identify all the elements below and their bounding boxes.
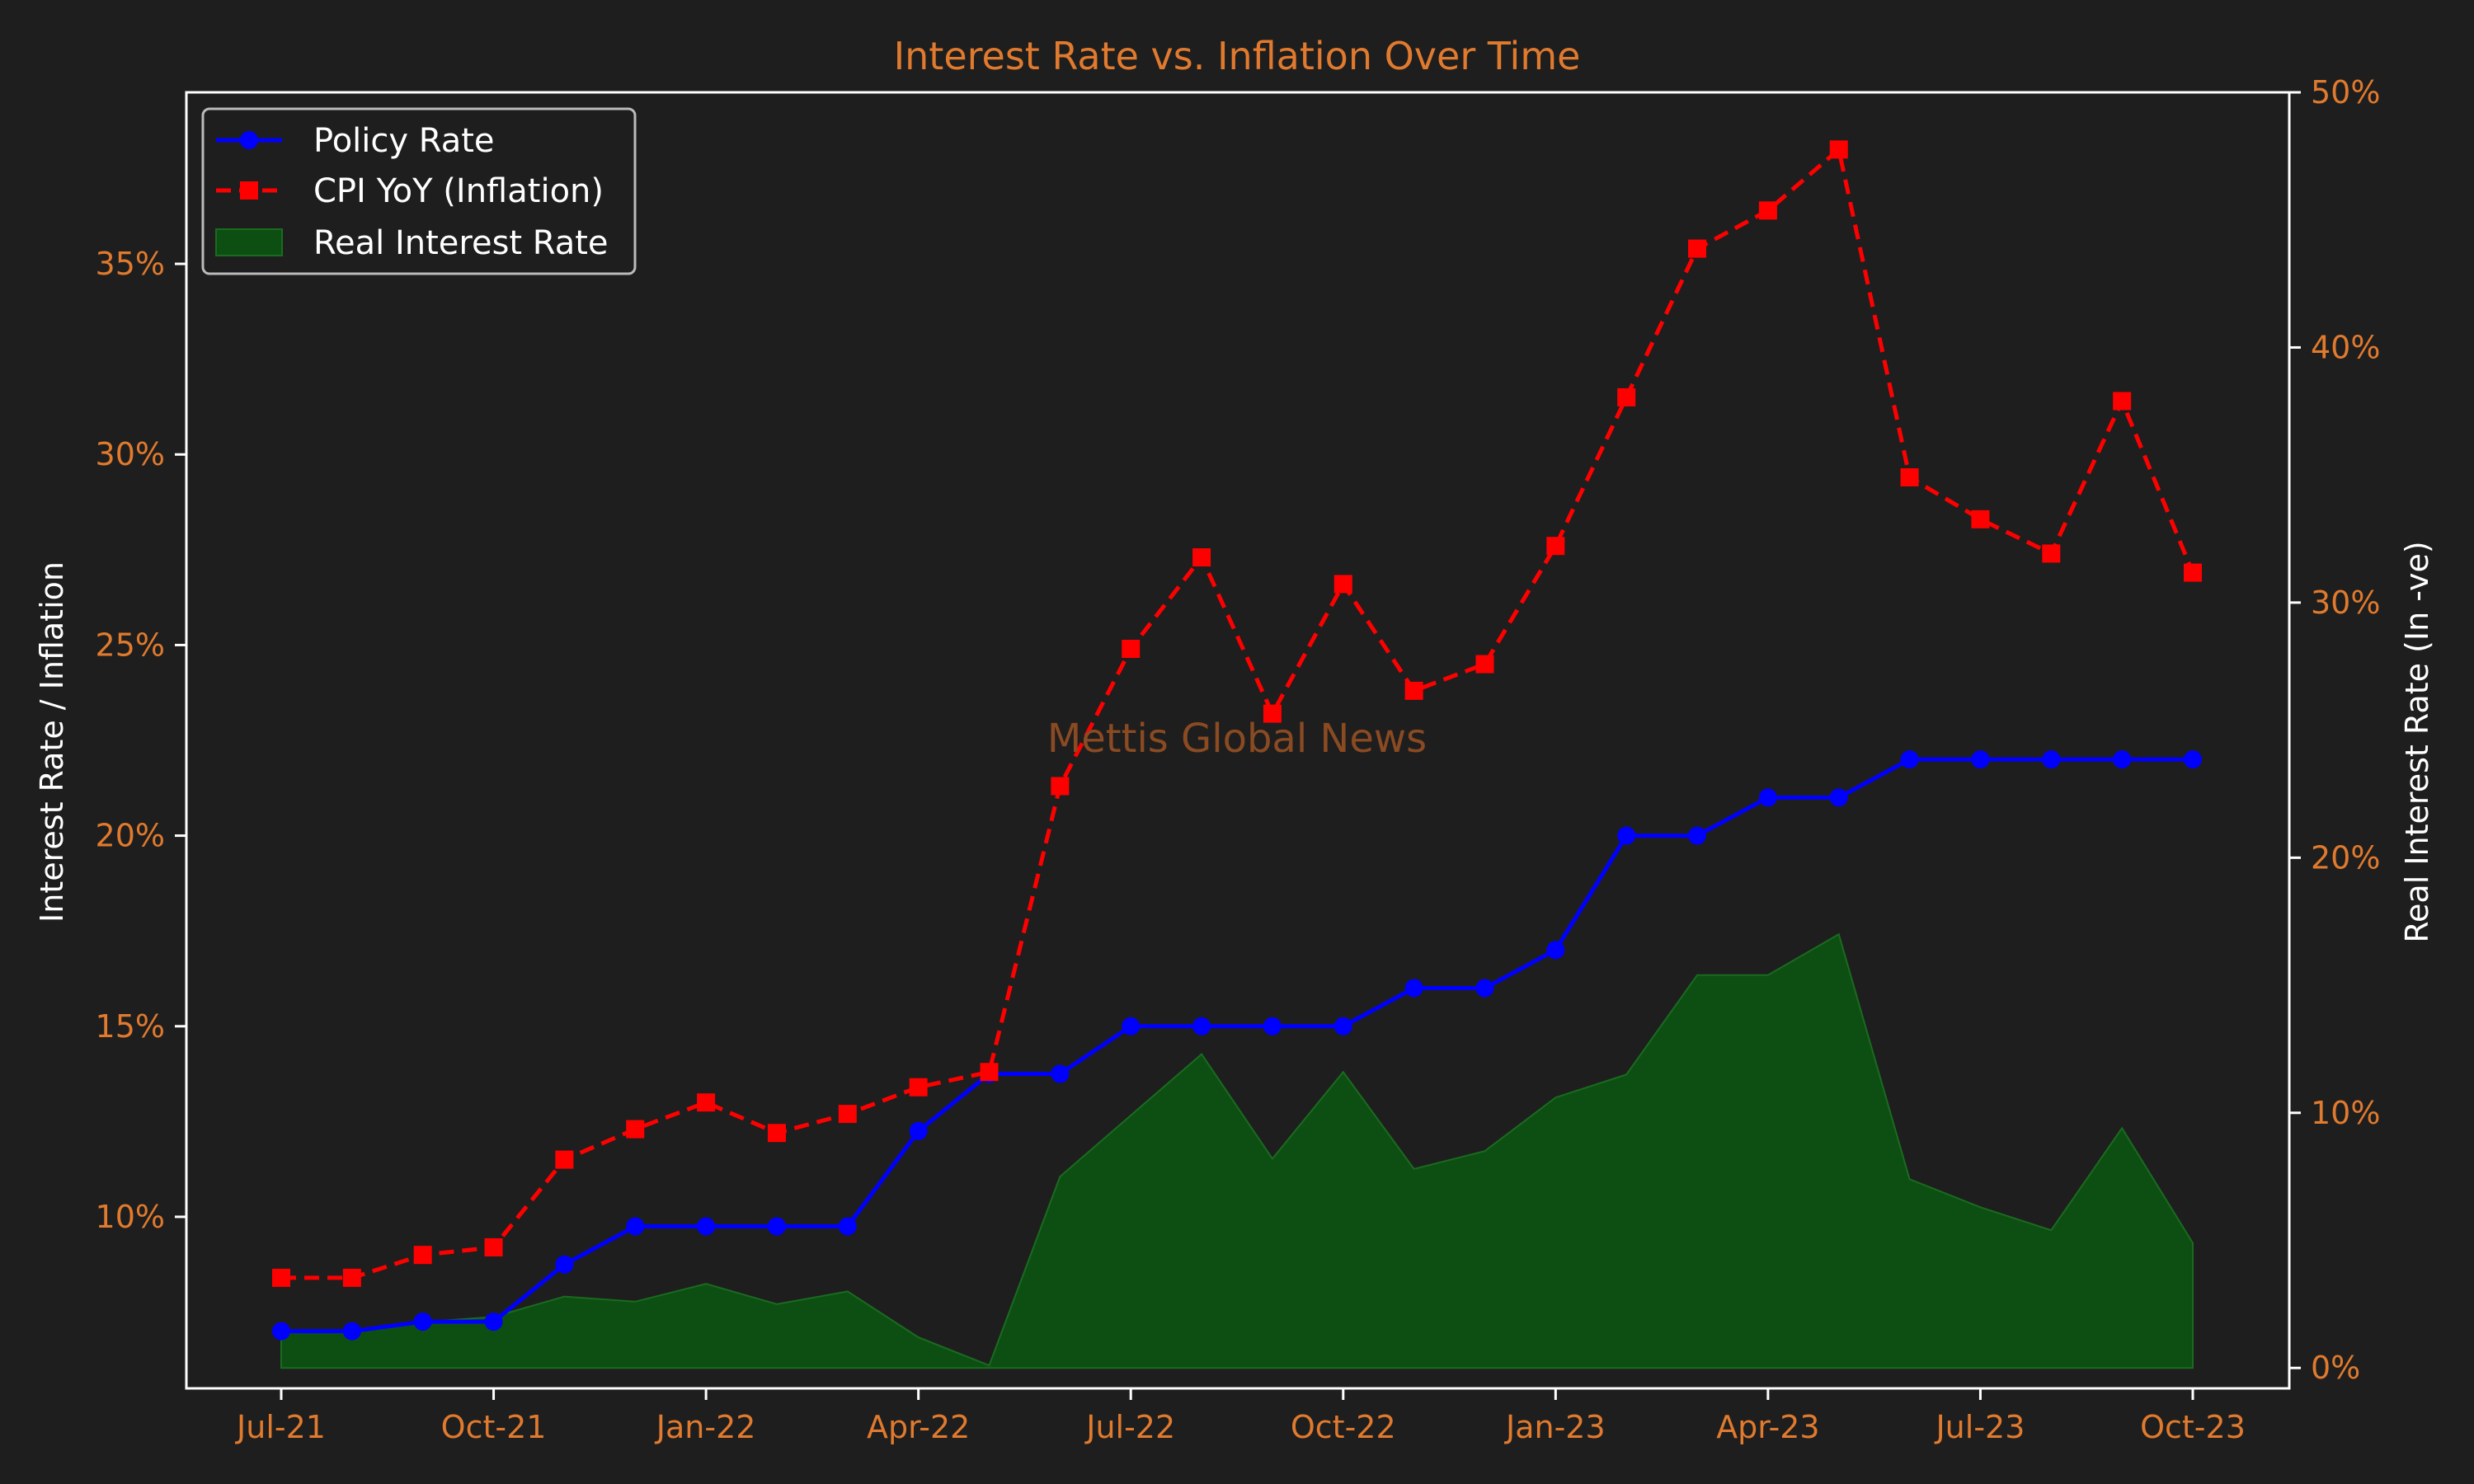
cpi-point — [1404, 681, 1423, 700]
cpi-point — [2184, 563, 2202, 582]
policy-rate-point — [413, 1313, 432, 1331]
cpi-point — [1758, 201, 1777, 220]
legend-label: Policy Rate — [313, 122, 495, 160]
cpi-point — [1971, 510, 1990, 528]
cpi-point — [767, 1124, 786, 1143]
x-tick-label: Apr-22 — [867, 1409, 970, 1445]
x-tick-label: Jul-23 — [1934, 1409, 2025, 1445]
cpi-point — [697, 1093, 716, 1112]
y2-tick-label: 0% — [2311, 1350, 2360, 1386]
plot-frame — [185, 91, 2291, 1390]
cpi-point — [1546, 537, 1565, 556]
cpi-point — [1333, 575, 1352, 594]
legend-swatch-area — [215, 228, 283, 256]
y-tick-label: 15% — [96, 1008, 165, 1045]
x-tick-label: Oct-22 — [1291, 1409, 1396, 1445]
policy-rate-point — [1617, 826, 1636, 845]
cpi-point — [1051, 777, 1070, 796]
watermark: Mettis Global News — [1047, 716, 1427, 762]
policy-rate-point — [1829, 788, 1848, 807]
y2-axis-label: Real Interest Rate (In -ve) — [2399, 541, 2435, 942]
policy-rate-point — [1688, 826, 1707, 845]
policy-rate-point — [2113, 750, 2132, 769]
y-axis-label: Interest Rate / Inflation — [34, 561, 70, 923]
policy-rate-point — [1122, 1017, 1141, 1036]
x-tick-label: Jan-23 — [1504, 1409, 1606, 1445]
y-tick-label: 25% — [96, 627, 165, 663]
y2-tick-label: 10% — [2311, 1095, 2380, 1131]
cpi-point — [1688, 239, 1707, 258]
cpi-point — [484, 1237, 503, 1256]
cpi-point — [838, 1105, 857, 1124]
cpi-point — [1475, 655, 1494, 674]
cpi-point — [272, 1268, 290, 1287]
cpi-point — [1263, 704, 1282, 723]
policy-rate-point — [767, 1217, 786, 1236]
policy-rate-point — [1900, 750, 1919, 769]
policy-rate-point — [1475, 979, 1494, 998]
legend-box — [201, 107, 637, 275]
cpi-point — [1617, 387, 1636, 406]
y2-tick-label: 40% — [2311, 329, 2380, 365]
cpi-point — [342, 1268, 361, 1287]
cpi-point — [1122, 640, 1141, 659]
y-tick-label: 20% — [96, 818, 165, 854]
cpi-point — [1192, 548, 1211, 567]
y-tick-label: 30% — [96, 436, 165, 472]
x-tick-label: Apr-23 — [1716, 1409, 1819, 1445]
cpi-point — [980, 1063, 999, 1082]
cpi-point — [2113, 392, 2132, 411]
cpi-point — [2042, 544, 2061, 563]
policy-rate-line — [281, 757, 2193, 1334]
policy-rate-point — [838, 1217, 857, 1236]
policy-rate-point — [1263, 1017, 1282, 1036]
cpi-point — [909, 1078, 928, 1097]
policy-rate-point — [2184, 750, 2202, 769]
cpi-point — [1829, 140, 1848, 159]
policy-rate-point — [909, 1121, 928, 1140]
x-tick-label: Oct-23 — [2140, 1409, 2246, 1445]
cpi-point — [1900, 467, 1919, 486]
policy-rate-point — [342, 1322, 361, 1341]
cpi-point — [413, 1246, 432, 1265]
x-tick-label: Jan-22 — [655, 1409, 756, 1445]
policy-rate-point — [1333, 1017, 1352, 1036]
x-tick-label: Jul-22 — [1084, 1409, 1175, 1445]
x-tick-label: Jul-21 — [235, 1409, 326, 1445]
policy-rate-point — [1051, 1064, 1070, 1083]
y2-tick-label: 50% — [2311, 74, 2380, 110]
policy-rate-point — [1546, 941, 1565, 960]
legend-marker — [240, 131, 258, 149]
real-interest-rate-area — [280, 932, 2194, 1369]
y-tick-label: 35% — [96, 246, 165, 282]
cpi-point — [555, 1150, 574, 1169]
policy-rate-point — [2042, 750, 2061, 769]
policy-rate-point — [626, 1217, 645, 1236]
policy-rate-point — [1758, 788, 1777, 807]
policy-rate-point — [697, 1217, 716, 1236]
policy-rate-point — [1404, 979, 1423, 998]
legend-label: CPI YoY (Inflation) — [313, 172, 604, 210]
policy-rate-point — [272, 1322, 290, 1341]
policy-rate-point — [484, 1313, 503, 1331]
chart-title: Interest Rate vs. Inflation Over Time — [894, 34, 1581, 78]
cpi-point — [626, 1120, 645, 1139]
policy-rate-point — [1971, 750, 1990, 769]
legend-label: Real Interest Rate — [313, 224, 609, 262]
x-tick-label: Oct-21 — [441, 1409, 547, 1445]
policy-rate-point — [1192, 1017, 1211, 1036]
y2-tick-label: 30% — [2311, 585, 2380, 621]
legend: Policy Rate CPI YoY (Inflation) Real Inter… — [201, 107, 637, 275]
y2-tick-label: 20% — [2311, 839, 2380, 876]
policy-rate-point — [555, 1255, 574, 1274]
y-tick-label: 10% — [96, 1199, 165, 1235]
legend-marker — [240, 181, 258, 200]
